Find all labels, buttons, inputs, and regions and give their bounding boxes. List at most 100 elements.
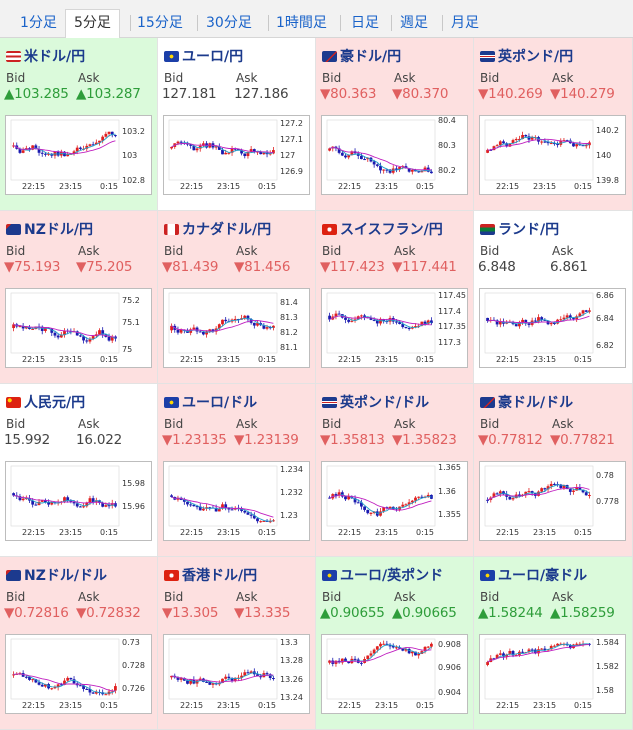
bid-label: Bid xyxy=(6,71,26,85)
candle-body xyxy=(94,691,98,694)
candle-body xyxy=(182,499,186,502)
x-tick-label: 23:15 xyxy=(375,182,399,191)
pair-title[interactable]: ユーロ/ドル xyxy=(164,392,257,412)
tab-5[interactable]: 1時間足 xyxy=(276,15,327,31)
currency-card[interactable]: 米ドル/円 Bid Ask ▲103.285 ▲103.287 103.2 103 102.8… xyxy=(0,38,158,211)
x-tick-label: 22:15 xyxy=(338,355,362,364)
candlestick-chart[interactable]: 6.86 6.84 6.82 22:15 23:15 0:15 xyxy=(479,288,626,368)
pair-title[interactable]: スイスフラン/円 xyxy=(322,219,443,239)
pair-title[interactable]: NZドル/ドル xyxy=(6,565,107,585)
candle-body xyxy=(334,313,338,317)
candle-body xyxy=(202,143,205,146)
currency-card[interactable]: 豪ドル/円 Bid Ask ▼80.363 ▼80.370 80.4 80.3 80.2 22:… xyxy=(316,38,474,211)
currency-card[interactable]: 豪ドル/ドル Bid Ask ▼0.77812 ▼0.77821 0.78 0.778 22:… xyxy=(474,384,633,557)
y-tick-label: 75.1 xyxy=(122,318,140,327)
pair-title[interactable]: ランド/円 xyxy=(480,219,559,239)
candlestick-chart[interactable]: 80.4 80.3 80.2 22:15 23:15 0:15 xyxy=(321,115,468,195)
candle-body xyxy=(256,323,259,326)
pair-title[interactable]: 人民元/円 xyxy=(6,392,85,412)
candle-body xyxy=(230,678,234,681)
candlestick-chart[interactable]: 1.584 1.582 1.58 22:15 23:15 0:15 xyxy=(479,634,626,714)
candle-body xyxy=(107,505,111,507)
candle-body xyxy=(40,152,44,154)
candle-body xyxy=(426,494,430,497)
candlestick-chart[interactable]: 0.73 0.728 0.726 22:15 23:15 0:15 xyxy=(5,634,152,714)
candle-body xyxy=(192,504,196,507)
pair-title[interactable]: カナダドル/円 xyxy=(164,219,271,239)
candle-body xyxy=(176,677,180,680)
candle-body xyxy=(420,171,424,173)
tab-8[interactable]: 月足 xyxy=(451,15,479,31)
tab-7[interactable]: 週足 xyxy=(400,15,428,31)
currency-card[interactable]: NZドル/円 Bid Ask ▼75.193 ▼75.205 75.2 75.1 75 22:1… xyxy=(0,211,158,384)
tab-4[interactable]: 30分足 xyxy=(206,15,252,31)
candle-body xyxy=(407,168,411,172)
currency-card[interactable]: ユーロ/豪ドル Bid Ask ▲1.58244 ▲1.58259 1.584 1.582 1… xyxy=(474,557,633,730)
currency-card[interactable]: 人民元/円 Bid Ask 15.992 16.022 15.98 15.96 22:15 23… xyxy=(0,384,158,557)
candle-body xyxy=(88,689,92,693)
candle-body xyxy=(420,496,424,498)
currency-card[interactable]: 英ポンド/円 Bid Ask ▼140.269 ▼140.279 140.2 140 139.… xyxy=(474,38,633,211)
currency-card[interactable]: 香港ドル/円 Bid Ask ▼13.305 ▼13.335 13.3 13.28 13.26… xyxy=(158,557,316,730)
candle-body xyxy=(44,327,47,331)
candlestick-chart[interactable]: 1.365 1.36 1.355 22:15 23:15 0:15 xyxy=(321,461,468,541)
candlestick-chart[interactable]: 1.234 1.232 1.23 22:15 23:15 0:15 xyxy=(163,461,310,541)
candle-body xyxy=(417,325,421,327)
pair-title[interactable]: 英ポンド/円 xyxy=(480,46,573,66)
tab-6[interactable]: 日足 xyxy=(351,15,379,31)
candle-body xyxy=(246,315,250,320)
cn-flag-icon xyxy=(6,397,21,408)
tab-1[interactable]: 1分足 xyxy=(20,15,57,31)
candle-body xyxy=(543,141,547,143)
candlestick-chart[interactable]: 140.2 140 139.8 22:15 23:15 0:15 xyxy=(479,115,626,195)
candlestick-chart[interactable]: 13.3 13.28 13.26 13.24 22:15 23:15 0:15 xyxy=(163,634,310,714)
currency-card[interactable]: ユーロ/円 Bid Ask 127.181 127.186 127.2 127.1 127 12… xyxy=(158,38,316,211)
pair-title[interactable]: ユーロ/豪ドル xyxy=(480,565,587,585)
pair-title[interactable]: 英ポンド/ドル xyxy=(322,392,429,412)
candlestick-chart[interactable]: 117.45 117.4 117.35 117.3 22:15 23:15 0:15 xyxy=(321,288,468,368)
chart-plot xyxy=(484,119,594,181)
candle-body xyxy=(246,672,250,674)
candlestick-chart[interactable]: 103.2 103 102.8 22:15 23:15 0:15 xyxy=(5,115,152,195)
candlestick-chart[interactable]: 81.4 81.3 81.2 81.1 22:15 23:15 0:15 xyxy=(163,288,310,368)
pair-title[interactable]: 香港ドル/円 xyxy=(164,565,257,585)
y-tick-label: 13.24 xyxy=(280,693,303,702)
x-tick-label: 23:15 xyxy=(217,701,241,710)
tab-3[interactable]: 15分足 xyxy=(137,15,183,31)
currency-card[interactable]: NZドル/ドル Bid Ask ▼0.72816 ▼0.72832 0.73 0.728 0.… xyxy=(0,557,158,730)
chart-plot xyxy=(168,465,278,527)
pair-title[interactable]: 豪ドル/円 xyxy=(322,46,401,66)
bid-value: 127.181 xyxy=(162,86,217,102)
candle-body xyxy=(47,501,50,505)
currency-card[interactable]: ユーロ/英ポンド Bid Ask ▲0.90655 ▲0.90665 0.908 0.906… xyxy=(316,557,474,730)
candle-body xyxy=(31,328,35,330)
candle-body xyxy=(40,684,44,687)
currency-card[interactable]: ユーロ/ドル Bid Ask ▼1.23135 ▼1.23139 1.234 1.232 1.… xyxy=(158,384,316,557)
pair-name: 香港ドル/円 xyxy=(182,568,258,584)
x-tick-label: 22:15 xyxy=(496,701,520,710)
candle-body xyxy=(104,505,108,507)
candlestick-chart[interactable]: 75.2 75.1 75 22:15 23:15 0:15 xyxy=(5,288,152,368)
pair-title[interactable]: ユーロ/英ポンド xyxy=(322,565,443,585)
candlestick-chart[interactable]: 0.908 0.906 0.904 22:15 23:15 0:15 xyxy=(321,634,468,714)
pair-title[interactable]: ユーロ/円 xyxy=(164,46,243,66)
candlestick-chart[interactable]: 0.78 0.778 22:15 23:15 0:15 xyxy=(479,461,626,541)
currency-card[interactable]: 英ポンド/ドル Bid Ask ▼1.35813 ▼1.35823 1.365 1.36 1.… xyxy=(316,384,474,557)
y-tick-label: 103 xyxy=(122,151,138,160)
candle-body xyxy=(195,327,199,332)
currency-card[interactable]: ランド/円 Bid Ask 6.848 6.861 6.86 6.84 6.82 22:15 23… xyxy=(474,211,633,384)
candlestick-chart[interactable]: 127.2 127.1 127 126.9 22:15 23:15 0:15 xyxy=(163,115,310,195)
candle-body xyxy=(549,483,553,487)
pair-title[interactable]: NZドル/円 xyxy=(6,219,93,239)
y-tick-label: 117.4 xyxy=(438,307,461,316)
candle-body xyxy=(85,340,89,342)
currency-card[interactable]: カナダドル/円 Bid Ask ▼81.439 ▼81.456 81.4 81.3 81.2 8… xyxy=(158,211,316,384)
candlestick-chart[interactable]: 15.98 15.96 22:15 23:15 0:15 xyxy=(5,461,152,541)
pair-title[interactable]: 米ドル/円 xyxy=(6,46,85,66)
currency-card[interactable]: スイスフラン/円 Bid Ask ▼117.423 ▼117.441 117.45 117.… xyxy=(316,211,474,384)
tab-divider xyxy=(340,15,341,31)
candle-body xyxy=(568,489,572,492)
candle-body xyxy=(195,506,199,508)
tab-2[interactable]: 5分足 xyxy=(65,9,120,38)
pair-title[interactable]: 豪ドル/ドル xyxy=(480,392,573,412)
